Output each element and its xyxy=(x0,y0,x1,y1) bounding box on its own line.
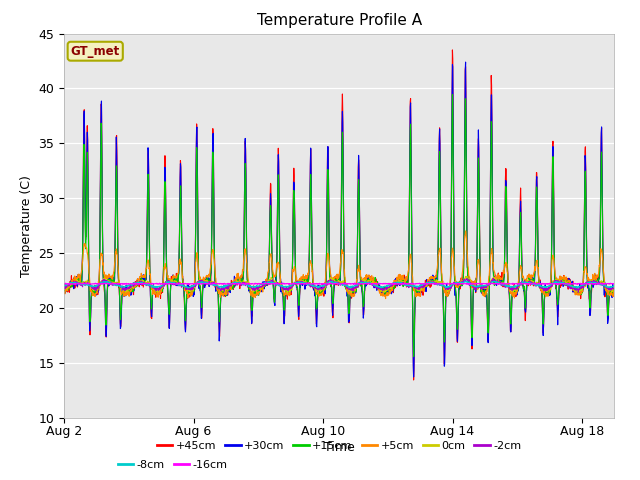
-2cm xyxy=(490,276,497,281)
+5cm xyxy=(182,288,190,293)
-2cm xyxy=(182,286,190,292)
Text: GT_met: GT_met xyxy=(70,45,120,58)
0cm xyxy=(76,279,83,285)
Title: Temperature Profile A: Temperature Profile A xyxy=(257,13,422,28)
-8cm xyxy=(76,281,83,287)
-2cm xyxy=(76,281,83,287)
-2cm xyxy=(150,285,158,291)
0cm xyxy=(198,278,205,284)
Legend: +45cm, +30cm, +15cm, +5cm, 0cm, -2cm: +45cm, +30cm, +15cm, +5cm, 0cm, -2cm xyxy=(152,436,526,455)
Line: -16cm: -16cm xyxy=(64,283,614,285)
+5cm xyxy=(60,289,68,295)
+15cm xyxy=(356,234,364,240)
-8cm xyxy=(490,278,497,284)
+15cm xyxy=(611,289,618,295)
-8cm xyxy=(356,280,364,286)
0cm xyxy=(356,280,364,286)
Line: -8cm: -8cm xyxy=(64,281,614,288)
0cm xyxy=(284,290,291,296)
+30cm xyxy=(150,289,158,295)
-8cm xyxy=(573,285,580,291)
+45cm xyxy=(60,289,68,295)
Line: 0cm: 0cm xyxy=(64,276,614,293)
+15cm xyxy=(449,92,456,97)
Line: +5cm: +5cm xyxy=(64,231,614,299)
-8cm xyxy=(198,279,205,285)
Line: +15cm: +15cm xyxy=(64,95,614,357)
+30cm xyxy=(60,285,68,291)
+30cm xyxy=(198,312,205,318)
+5cm xyxy=(490,267,498,273)
+30cm xyxy=(461,59,469,65)
+45cm xyxy=(490,279,498,285)
X-axis label: Time: Time xyxy=(324,441,355,454)
+45cm xyxy=(356,226,364,232)
+5cm xyxy=(198,278,205,284)
-16cm xyxy=(76,281,83,287)
+15cm xyxy=(182,303,190,309)
Y-axis label: Temperature (C): Temperature (C) xyxy=(20,175,33,276)
0cm xyxy=(490,276,498,281)
0cm xyxy=(611,287,618,292)
+5cm xyxy=(356,268,364,274)
-2cm xyxy=(611,285,618,290)
Line: -2cm: -2cm xyxy=(64,278,614,292)
+45cm xyxy=(449,47,456,53)
Line: +45cm: +45cm xyxy=(64,50,614,380)
+30cm xyxy=(356,222,364,228)
-2cm xyxy=(60,284,68,290)
Line: +30cm: +30cm xyxy=(64,62,614,377)
+15cm xyxy=(410,354,417,360)
0cm xyxy=(60,286,68,292)
-8cm xyxy=(60,282,68,288)
-16cm xyxy=(151,281,159,287)
+5cm xyxy=(611,290,618,296)
Legend: -8cm, -16cm: -8cm, -16cm xyxy=(113,456,232,474)
-8cm xyxy=(150,284,158,289)
-2cm xyxy=(356,281,364,287)
-8cm xyxy=(611,282,618,288)
+30cm xyxy=(410,374,417,380)
-2cm xyxy=(490,277,497,283)
+45cm xyxy=(150,288,158,293)
-16cm xyxy=(356,281,364,287)
+45cm xyxy=(611,288,618,294)
-16cm xyxy=(60,280,68,286)
+5cm xyxy=(76,273,83,278)
-16cm xyxy=(71,282,79,288)
0cm xyxy=(182,286,190,291)
+45cm xyxy=(410,377,417,383)
+45cm xyxy=(76,277,83,283)
+45cm xyxy=(198,315,205,321)
+30cm xyxy=(490,277,498,283)
-8cm xyxy=(182,284,190,289)
+15cm xyxy=(150,287,158,292)
+30cm xyxy=(611,292,618,298)
+45cm xyxy=(182,305,190,311)
+15cm xyxy=(198,305,205,311)
+30cm xyxy=(182,305,190,311)
+15cm xyxy=(76,277,83,283)
+15cm xyxy=(490,281,498,287)
-16cm xyxy=(198,281,206,287)
0cm xyxy=(461,274,469,279)
+5cm xyxy=(382,296,390,301)
0cm xyxy=(150,287,158,292)
-16cm xyxy=(490,281,498,287)
-2cm xyxy=(198,280,205,286)
+5cm xyxy=(461,228,469,234)
+15cm xyxy=(60,289,68,295)
+5cm xyxy=(150,292,158,298)
-16cm xyxy=(611,280,618,286)
-16cm xyxy=(326,280,334,286)
-8cm xyxy=(461,278,468,284)
-2cm xyxy=(575,289,582,295)
-16cm xyxy=(182,281,190,287)
+30cm xyxy=(76,276,83,282)
